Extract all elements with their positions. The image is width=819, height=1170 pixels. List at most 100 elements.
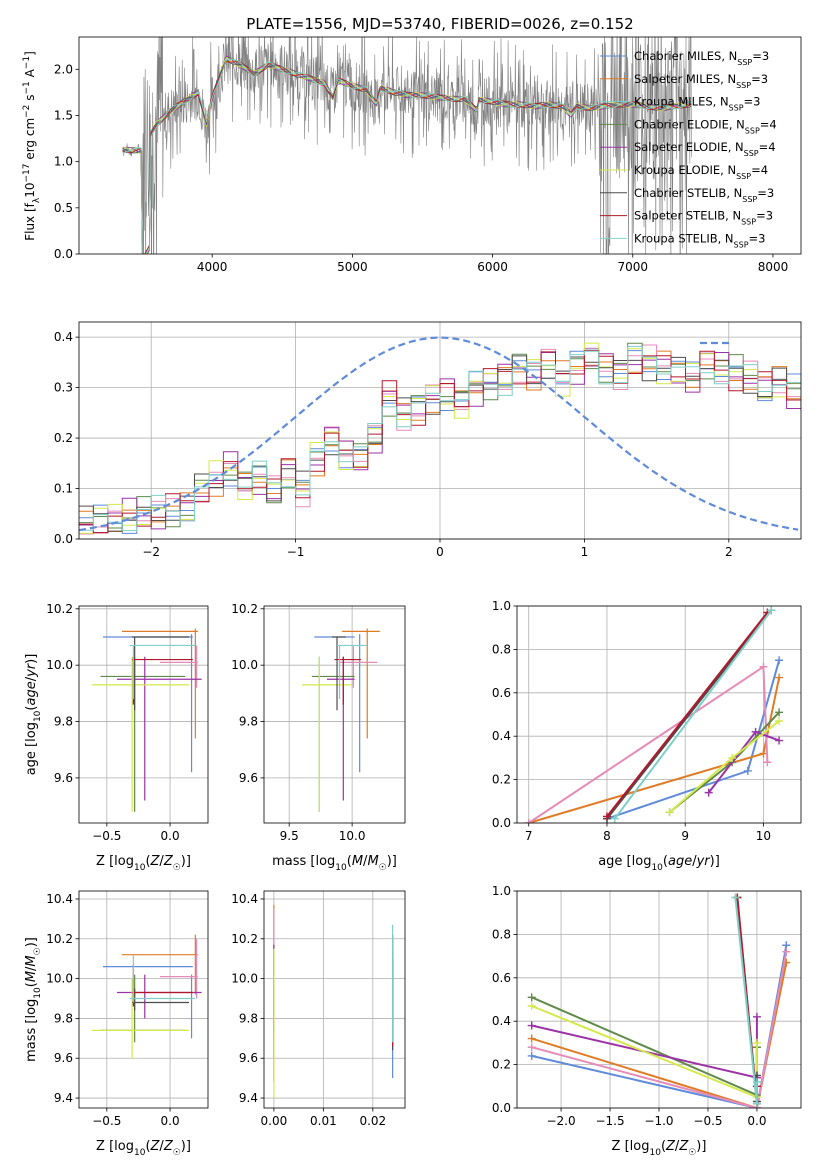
y-tick-label: 9.6 (54, 1051, 73, 1065)
plot-area (91, 628, 202, 812)
figure-title: PLATE=1556, MJD=53740, FIBERID=0026, z=0… (246, 15, 633, 33)
plot-area (524, 606, 784, 823)
weight-line (668, 720, 780, 813)
weight-marker (775, 736, 784, 745)
x-tick-label: −0.5 (92, 829, 121, 843)
legend-entry: Kroupa ELODIE, NSSP=4 (634, 163, 768, 181)
weight-marker (752, 1038, 761, 1047)
x-tick-label: −1.5 (595, 1114, 624, 1128)
residual-histogram (79, 350, 801, 534)
y-tick-label: 9.4 (239, 1091, 258, 1105)
x-tick-label: 10.0 (339, 829, 366, 843)
y-tick-label: 9.8 (239, 1011, 258, 1025)
x-tick-label: −0.5 (92, 1114, 121, 1128)
y-tick-label: 1.0 (492, 884, 511, 898)
weight-marker (665, 808, 674, 817)
weight-marker (767, 606, 776, 615)
y-tick-label: 2.0 (54, 62, 73, 76)
weight-marker (763, 758, 772, 767)
x-tick-label: −2 (142, 545, 160, 559)
weight-marker (775, 708, 784, 717)
x-axis-label: Z [log10(Z/Z☉)] (96, 854, 191, 873)
x-tick-label: 6000 (477, 260, 508, 274)
weight-marker (759, 662, 768, 671)
weight-marker (731, 893, 740, 902)
y-tick-label: 0.4 (54, 330, 73, 344)
residual-histogram-panel: −2 −1 0 1 2 0.0 0.1 0.2 0.3 0.4 (54, 321, 802, 559)
plot-area (79, 336, 801, 535)
plot-area (91, 934, 202, 1059)
y-tick-label: 10.2 (231, 602, 258, 616)
weight-marker (728, 753, 737, 762)
weight-marker (527, 1051, 536, 1060)
x-tick-label: 0.00 (261, 1114, 288, 1128)
weight-vs-age-panel: 7 8 9 10 0.0 0.2 0.4 0.6 0.8 1.0 age [log10(age/yr… (492, 599, 802, 873)
legend-entry: Chabrier STELIB, NSSP=3 (634, 186, 774, 204)
y-tick-label: 0.8 (492, 642, 511, 656)
y-tick-label: 0.4 (492, 729, 511, 743)
x-tick-label: 8 (603, 829, 611, 843)
model-spectrum-line (122, 60, 692, 254)
x-axis-label: Z [log10(Z/Z☉)] (96, 1139, 191, 1158)
y-tick-label: 9.8 (54, 715, 73, 729)
x-tick-label: 0.0 (161, 1114, 180, 1128)
plot-area (273, 904, 394, 1099)
weight-marker (775, 717, 784, 726)
plot-area (122, 37, 692, 254)
y-tick-label: 0.5 (54, 201, 73, 215)
plot-area (301, 628, 380, 812)
x-tick-label: 9.5 (280, 829, 299, 843)
y-tick-label: 9.8 (54, 1011, 73, 1025)
y-tick-label: 10.4 (231, 892, 258, 906)
weight-marker (602, 812, 611, 821)
x-tick-label: 8000 (758, 260, 789, 274)
weight-line (614, 609, 773, 820)
weight-marker (704, 788, 713, 797)
x-tick-label: −1.0 (644, 1114, 673, 1128)
residual-histogram (79, 355, 801, 532)
weight-line (531, 1005, 758, 1099)
y-tick-label: 10.2 (231, 932, 258, 946)
residual-histogram (79, 352, 801, 534)
weight-marker (524, 819, 533, 823)
y-tick-label: 0.6 (492, 686, 511, 700)
legend: Chabrier MILES, NSSP=3 Salpeter MILES, NS… (600, 49, 777, 249)
y-tick-label: 9.4 (54, 1091, 73, 1105)
y-tick-label: 0.3 (54, 381, 73, 395)
weight-line (606, 611, 769, 818)
weight-marker (527, 1002, 536, 1011)
residual-histogram (79, 348, 801, 534)
residual-histogram (79, 344, 801, 535)
weight-line (528, 664, 769, 823)
y-tick-label: 0.0 (492, 816, 511, 830)
axes-frame (263, 890, 406, 1109)
gaussian-curve (79, 336, 799, 532)
x-tick-label: 4000 (197, 260, 228, 274)
x-tick-label: 7 (525, 829, 533, 843)
weight-line (531, 951, 788, 1108)
y-tick-label: 0.6 (492, 971, 511, 985)
age-vs-mass-panel: 9.5 10.0 9.6 9.8 10.0 10.2 mass [log10(M/M☉)] (231, 602, 406, 873)
legend-entry: Chabrier MILES, NSSP=3 (634, 49, 769, 67)
x-tick-label: −2.0 (546, 1114, 575, 1128)
y-tick-label: 10.2 (46, 932, 73, 946)
model-spectrum-line (122, 59, 692, 254)
axes-frame (78, 605, 209, 824)
y-axis-label: mass [log10(M/M☉)] (24, 937, 43, 1062)
y-tick-label: 0.2 (492, 773, 511, 787)
x-tick-label: 5000 (337, 260, 368, 274)
y-tick-label: 10.0 (231, 658, 258, 672)
y-tick-label: 0.0 (54, 532, 73, 546)
y-tick-label: 10.4 (46, 892, 73, 906)
y-tick-label: 9.6 (239, 771, 258, 785)
y-tick-label: 0.8 (492, 927, 511, 941)
legend-entry: Salpeter STELIB, NSSP=3 (634, 209, 773, 227)
y-tick-label: 1.0 (54, 155, 73, 169)
legend-entry: Kroupa STELIB, NSSP=3 (634, 231, 765, 249)
y-tick-label: 0.4 (492, 1014, 511, 1028)
weight-vs-metallicity-panel: −2.0 −1.5 −1.0 −0.5 0.0 0.0 0.2 0.4 0.6 0.8 1.0 Z [… (492, 884, 802, 1158)
y-tick-label: 9.6 (239, 1051, 258, 1065)
weight-marker (752, 1012, 761, 1021)
weight-marker (527, 1043, 536, 1052)
x-tick-label: −1 (287, 545, 305, 559)
